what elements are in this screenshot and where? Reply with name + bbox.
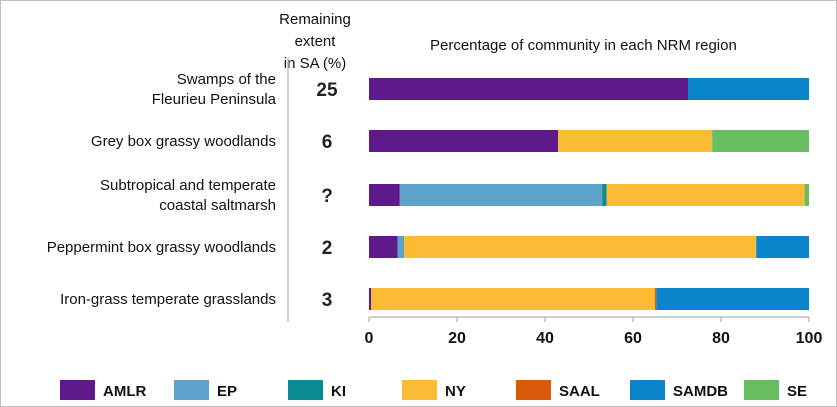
- bar-segment-ep: [397, 236, 405, 258]
- x-tick-label: 40: [536, 330, 554, 347]
- legend-swatch-samdb: [630, 380, 665, 400]
- x-tick-label: 60: [624, 330, 642, 347]
- bar-segment-ep: [399, 184, 603, 206]
- bar-segment-ki: [602, 184, 607, 206]
- category-label: Swamps of the: [177, 71, 276, 88]
- legend-label-ki: KI: [331, 383, 346, 400]
- legend-label-se: SE: [787, 383, 807, 400]
- bar-segment-amlr: [369, 78, 688, 100]
- legend-label-ny: NY: [445, 383, 466, 400]
- x-tick-label: 0: [365, 330, 374, 347]
- legend-swatch-ki: [288, 380, 323, 400]
- legend-swatch-saal: [516, 380, 551, 400]
- category-label: Fleurieu Peninsula: [152, 91, 277, 108]
- legend-swatch-ep: [174, 380, 209, 400]
- category-label: Grey box grassy woodlands: [91, 133, 276, 150]
- legend-label-ep: EP: [217, 383, 237, 400]
- legend-label-samdb: SAMDB: [673, 383, 728, 400]
- remaining-extent-value: ?: [321, 186, 333, 207]
- bar-segment-samdb: [656, 288, 809, 310]
- x-tick-label: 100: [796, 330, 823, 347]
- category-label: Subtropical and temperate: [100, 177, 276, 194]
- remaining-extent-value: 2: [322, 238, 333, 259]
- bar-segment-amlr: [369, 288, 372, 310]
- bar-segment-ny: [404, 236, 757, 258]
- x-tick-label: 80: [712, 330, 730, 347]
- bar-segment-se: [712, 130, 809, 152]
- legend-swatch-amlr: [60, 380, 95, 400]
- category-label: Iron-grass temperate grasslands: [60, 291, 276, 308]
- category-label: coastal saltmarsh: [159, 197, 276, 214]
- legend-swatch-se: [744, 380, 779, 400]
- bar-segment-amlr: [369, 236, 398, 258]
- category-label: Peppermint box grassy woodlands: [47, 239, 276, 256]
- bar-segment-samdb: [688, 78, 809, 100]
- bar-segment-samdb: [756, 236, 809, 258]
- remaining-extent-header-line1: Remaining extent: [279, 11, 351, 50]
- bar-segment-ny: [558, 130, 713, 152]
- remaining-extent-value: 3: [322, 290, 333, 311]
- remaining-extent-value: 6: [322, 132, 333, 153]
- legend-label-saal: SAAL: [559, 383, 600, 400]
- remaining-extent-header: Remaining extent in SA (%): [262, 9, 368, 75]
- x-tick-label: 20: [448, 330, 466, 347]
- bar-segment-se: [804, 184, 809, 206]
- legend-label-amlr: AMLR: [103, 383, 146, 400]
- bar-segment-ny: [606, 184, 805, 206]
- legend-swatch-ny: [402, 380, 437, 400]
- percentage-header: Percentage of community in each NRM regi…: [430, 35, 737, 57]
- bar-segment-saal: [655, 288, 657, 310]
- remaining-extent-value: 25: [316, 80, 338, 101]
- bar-segment-ny: [371, 288, 655, 310]
- bar-segment-amlr: [369, 184, 400, 206]
- remaining-extent-header-line2: in SA (%): [283, 55, 347, 72]
- percentage-header-text: Percentage of community in each NRM regi…: [430, 37, 737, 54]
- bar-segment-amlr: [369, 130, 559, 152]
